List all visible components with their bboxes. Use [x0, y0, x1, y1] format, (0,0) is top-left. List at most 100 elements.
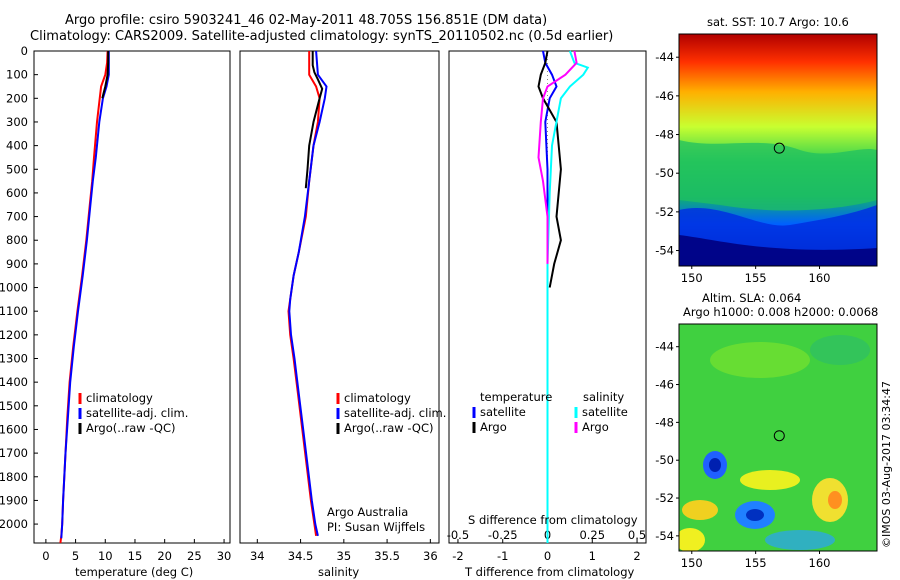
lat-tick-label: -44 [655, 50, 674, 64]
depth-tick-label: 100 [6, 68, 28, 82]
difference-xlabel: T difference from climatology [464, 565, 635, 579]
x-tick-label: 34 [250, 549, 265, 563]
legend-label: climatology [86, 391, 153, 405]
lon-tick-label: 155 [745, 556, 767, 570]
lat-tick-label: -54 [655, 529, 674, 543]
lon-tick-label: 155 [745, 271, 767, 285]
sla-map-blob [682, 500, 718, 520]
difference-legend-left-title: temperature [480, 390, 552, 404]
top-tick-label: -0.25 [488, 528, 518, 542]
series-line [101, 51, 110, 99]
lat-tick-label: -46 [655, 378, 674, 392]
salinity-annotation-line-1: Argo Australia [327, 505, 408, 519]
timestamp-stamp: ©IMOS 03-Aug-2017 03:34:47 [880, 381, 893, 548]
sst-map-panel: sat. SST: 10.7 Argo: 10.6 -44 -46 -48 -50 -5… [655, 15, 878, 285]
x-tick-label: 36 [423, 549, 438, 563]
series-line [60, 51, 110, 539]
lat-tick-label: -48 [655, 128, 674, 142]
top-tick-label: 0.5 [628, 528, 646, 542]
difference-top-xlabel: S difference from climatology [468, 513, 638, 527]
legend-label: satellite-adj. clim. [344, 406, 446, 420]
x-tick-label: -2 [452, 549, 463, 563]
depth-tick-label: 1000 [0, 281, 28, 295]
depth-tick-label: 1500 [0, 399, 28, 413]
sst-map-deep-cold [679, 235, 877, 266]
lat-tick-label: -52 [655, 205, 674, 219]
x-tick-label: -1 [497, 549, 508, 563]
lon-tick-label: 150 [681, 556, 703, 570]
sst-map-title: sat. SST: 10.7 Argo: 10.6 [707, 15, 849, 29]
salinity-annotation-line-2: PI: Susan Wijffels [327, 520, 425, 534]
depth-tick-label: 1900 [0, 493, 28, 507]
sla-map-blob [765, 530, 835, 550]
depth-tick-label: 800 [6, 233, 28, 247]
x-tick-label: 34.5 [288, 549, 314, 563]
depth-tick-label: 1800 [0, 470, 28, 484]
lat-tick-label: -44 [655, 340, 674, 354]
series-line [537, 50, 578, 264]
x-tick-label: 15 [128, 549, 143, 563]
depth-tick-label: 600 [6, 186, 28, 200]
lat-tick-label: -48 [655, 415, 674, 429]
x-tick-label: 0 [42, 549, 49, 563]
salinity-xlabel: salinity [318, 565, 359, 579]
x-tick-label: 1 [589, 549, 596, 563]
lon-tick-label: 160 [809, 556, 831, 570]
x-tick-label: 2 [633, 549, 640, 563]
legend-label: climatology [344, 391, 411, 405]
difference-profiles [537, 50, 590, 543]
depth-tick-label: 700 [6, 210, 28, 224]
sla-map-frame [678, 323, 878, 552]
lat-tick-label: -54 [655, 244, 674, 258]
difference-legend-right-title: salinity [583, 390, 624, 404]
depth-tick-label: 0 [21, 44, 28, 58]
depth-tick-label: 900 [6, 257, 28, 271]
depth-tick-label: 1600 [0, 422, 28, 436]
lon-tick-label: 160 [809, 271, 831, 285]
temperature-xlabel: temperature (deg C) [75, 565, 193, 579]
depth-tick-label: 500 [6, 162, 28, 176]
sst-map-axes: -44 -46 -48 -50 -52 -54 150 155 160 [655, 50, 830, 285]
salinity-panel: 34 34.5 35 35.5 36 climatologysatellite-adj.… [239, 50, 446, 579]
sla-map-title: Altim. SLA: 0.064 [702, 291, 801, 305]
lat-tick-label: -50 [655, 166, 674, 180]
sla-map-panel: Altim. SLA: 0.064 Argo h1000: 0.008 h200… [655, 291, 878, 570]
x-tick-label: 5 [72, 549, 79, 563]
temperature-axis: 0 5 10 15 20 25 30 [42, 539, 231, 563]
depth-tick-label: 400 [6, 139, 28, 153]
lat-tick-label: -52 [655, 491, 674, 505]
x-tick-label: 0 [544, 549, 551, 563]
legend-label: Argo(..raw -QC) [86, 421, 176, 435]
x-tick-label: 20 [157, 549, 172, 563]
x-tick-label: 30 [217, 549, 232, 563]
sla-map-blob [740, 470, 800, 490]
lat-tick-label: -50 [655, 453, 674, 467]
sla-map-blob [679, 528, 705, 551]
depth-tick-label: 1700 [0, 446, 28, 460]
x-tick-label: 35 [337, 549, 352, 563]
series-line [546, 50, 590, 543]
legend-label: satellite [480, 405, 526, 419]
top-tick-label: -0.5 [447, 528, 469, 542]
depth-tick-label: 1200 [0, 328, 28, 342]
x-tick-label: 25 [187, 549, 202, 563]
temperature-axes [33, 50, 231, 544]
sst-map-green-band [679, 140, 877, 211]
lat-tick-label: -46 [655, 89, 674, 103]
top-tick-label: 0.25 [579, 528, 605, 542]
sla-map-blob [810, 335, 870, 365]
depth-axis: 0 100 200 300 400 500 600 700 800 900 1000 1100 1200… [0, 44, 38, 531]
sla-map-blob [828, 491, 842, 509]
depth-tick-label: 2000 [0, 517, 28, 531]
depth-tick-label: 200 [6, 91, 28, 105]
sla-map-blob [746, 509, 764, 521]
temperature-profiles [59, 50, 110, 544]
depth-tick-label: 300 [6, 115, 28, 129]
depth-tick-label: 1300 [0, 352, 28, 366]
x-tick-label: 10 [98, 549, 113, 563]
